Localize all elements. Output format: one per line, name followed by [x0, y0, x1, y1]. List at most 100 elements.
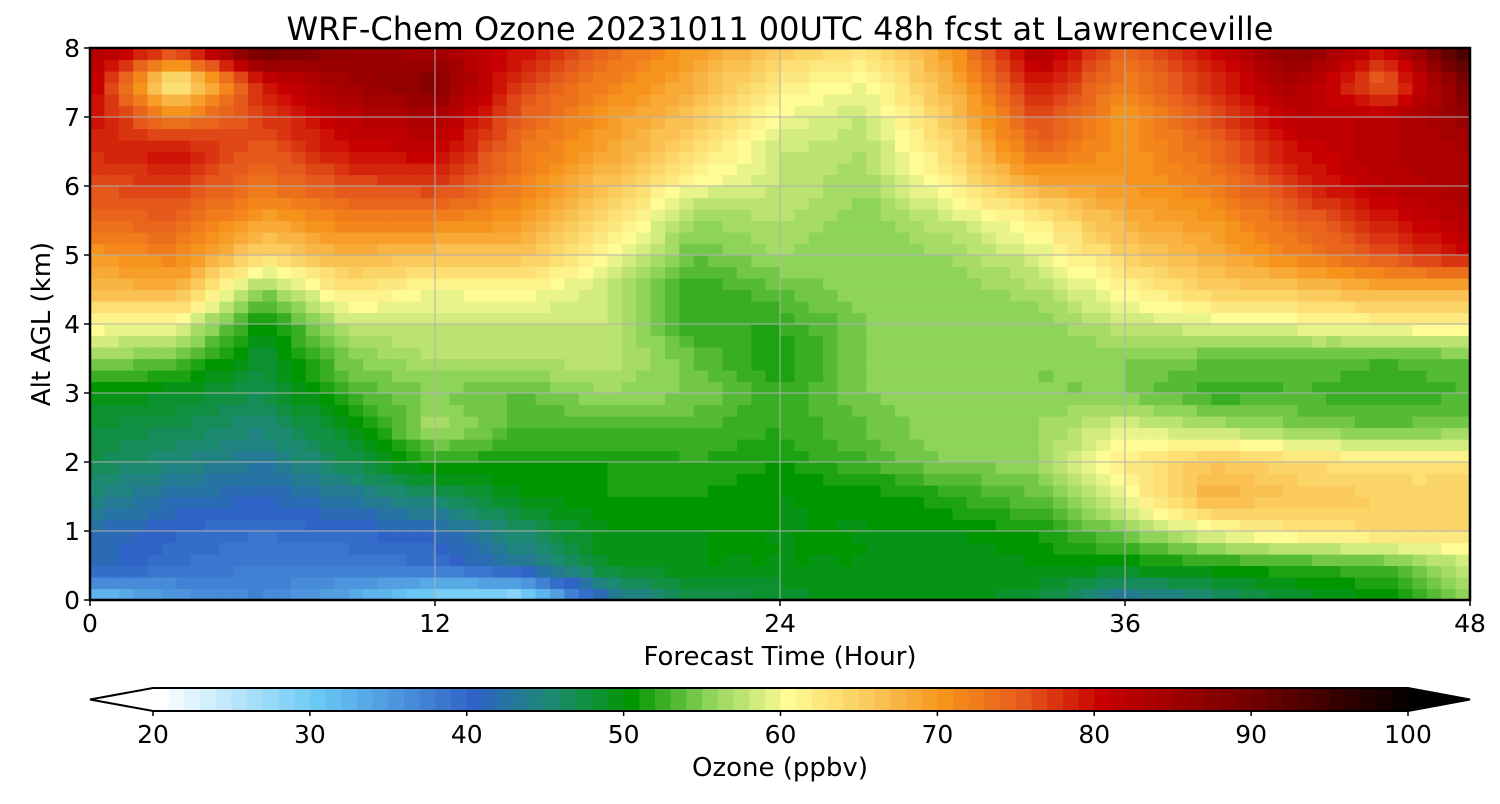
heatmap-cell [435, 439, 450, 452]
heatmap-cell [578, 174, 594, 187]
heatmap-cell [248, 163, 264, 176]
heatmap-cell [463, 554, 479, 567]
heatmap-cell [1412, 508, 1428, 521]
heatmap-cell [708, 508, 724, 521]
heatmap-cell [708, 48, 724, 61]
heatmap-cell [765, 197, 781, 210]
heatmap-cell [1398, 140, 1414, 153]
heatmap-cell [1096, 48, 1112, 61]
heatmap-cell [1081, 301, 1097, 314]
heatmap-cell [1038, 140, 1054, 153]
heatmap-cell [823, 301, 839, 314]
heatmap-cell [1010, 266, 1025, 279]
heatmap-cell [104, 243, 120, 256]
heatmap-cell [161, 473, 177, 486]
heatmap-cell [133, 278, 149, 291]
heatmap-cell [521, 48, 537, 61]
heatmap-cell [506, 94, 522, 107]
heatmap-cell [593, 519, 609, 532]
heatmap-cell [492, 197, 508, 210]
heatmap-cell [506, 266, 522, 279]
heatmap-cell [1254, 117, 1270, 130]
heatmap-cell [406, 404, 422, 417]
heatmap-cell [1412, 220, 1428, 233]
heatmap-cell [1412, 358, 1428, 371]
heatmap-cell [420, 232, 436, 245]
heatmap-cell [262, 439, 278, 452]
heatmap-cell [248, 220, 264, 233]
heatmap-cell [1297, 462, 1313, 475]
heatmap-cell [1024, 462, 1040, 475]
heatmap-cell [751, 588, 767, 600]
heatmap-cell [1355, 358, 1370, 371]
heatmap-cell [923, 105, 939, 118]
heatmap-cell [1110, 542, 1126, 555]
heatmap-cell [1355, 381, 1370, 394]
heatmap-cell [1326, 462, 1342, 475]
heatmap-cell [133, 496, 149, 509]
heatmap-cell [1398, 335, 1414, 348]
heatmap-cell [90, 347, 105, 360]
heatmap-cell [449, 312, 465, 325]
heatmap-cell [1398, 94, 1414, 107]
heatmap-cell [1125, 301, 1140, 314]
heatmap-cell [1182, 197, 1198, 210]
heatmap-cell [550, 554, 565, 567]
heatmap-cell [578, 278, 594, 291]
heatmap-cell [636, 439, 652, 452]
heatmap-cell [276, 140, 292, 153]
heatmap-cell [363, 542, 379, 555]
heatmap-cell [219, 370, 235, 383]
heatmap-cell [693, 554, 709, 567]
heatmap-cell [1053, 82, 1069, 95]
heatmap-cell [521, 427, 537, 440]
heatmap-cell [880, 496, 896, 509]
heatmap-cell [564, 335, 580, 348]
heatmap-cell [248, 404, 264, 417]
heatmap-cell [276, 59, 292, 72]
heatmap-cell [966, 255, 982, 268]
heatmap-cell [1110, 266, 1126, 279]
heatmap-cell [679, 163, 695, 176]
heatmap-cell [1038, 48, 1054, 61]
heatmap-cell [1139, 473, 1155, 486]
heatmap-cell [391, 174, 407, 187]
heatmap-cell [104, 289, 120, 302]
heatmap-cell [851, 94, 867, 107]
heatmap-cell [593, 358, 609, 371]
heatmap-cell [621, 427, 637, 440]
heatmap-cell [1412, 289, 1428, 302]
heatmap-cell [1240, 439, 1255, 452]
heatmap-cell [377, 439, 393, 452]
heatmap-cell [952, 335, 968, 348]
heatmap-cell [478, 496, 494, 509]
heatmap-cell [1441, 335, 1457, 348]
heatmap-cell [521, 485, 537, 498]
heatmap-cell [1283, 508, 1299, 521]
heatmap-cell [636, 450, 652, 463]
heatmap-cell [966, 301, 982, 314]
heatmap-cell [1455, 347, 1470, 360]
colorbar-segment [1172, 688, 1189, 711]
heatmap-cell [1153, 554, 1169, 567]
heatmap-cell [348, 427, 364, 440]
heatmap-cell [205, 416, 220, 429]
heatmap-cell [1311, 151, 1327, 164]
heatmap-cell [1211, 496, 1227, 509]
heatmap-cell [1053, 105, 1069, 118]
heatmap-cell [535, 531, 551, 544]
heatmap-cell [895, 393, 910, 406]
heatmap-cell [190, 335, 206, 348]
heatmap-cell [650, 220, 666, 233]
heatmap-cell [1225, 94, 1241, 107]
heatmap-cell [463, 174, 479, 187]
heatmap-cell [1024, 278, 1040, 291]
heatmap-cell [1326, 358, 1342, 371]
heatmap-cell [593, 117, 609, 130]
heatmap-cell [751, 358, 767, 371]
heatmap-cell [478, 301, 494, 314]
heatmap-cell [693, 370, 709, 383]
heatmap-cell [118, 542, 134, 555]
heatmap-cell [305, 174, 321, 187]
heatmap-cell [665, 174, 680, 187]
